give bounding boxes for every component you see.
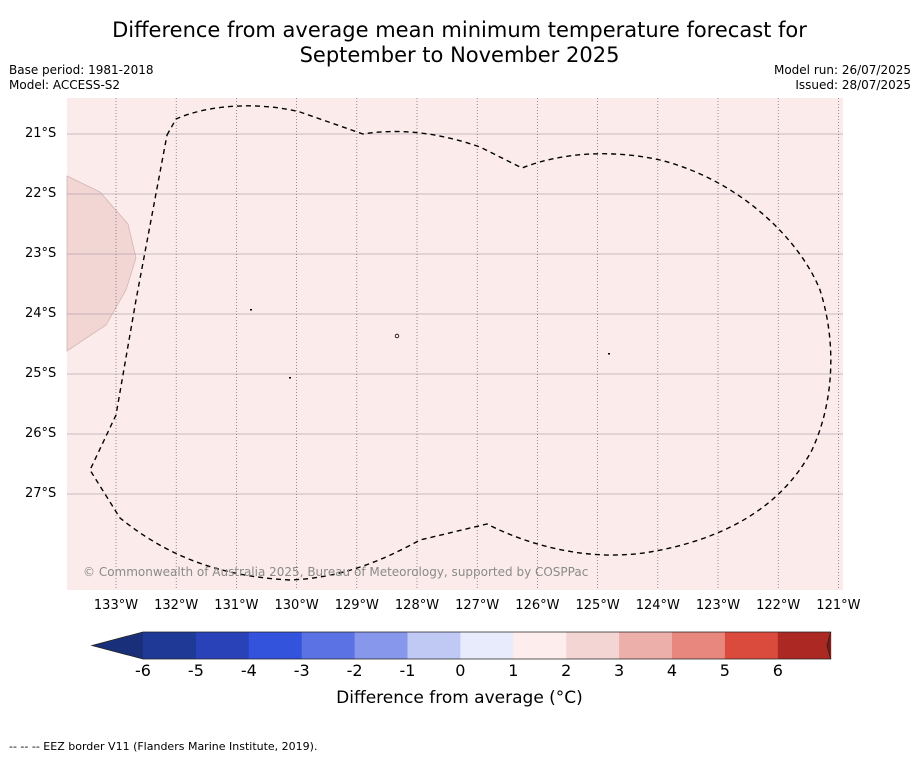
colorbar-tick-label: 4 (666, 661, 678, 680)
latitude-label: 24°S (25, 306, 57, 321)
eez-footnote: -- -- -- EEZ border V11 (Flanders Marine… (9, 740, 318, 753)
title-line-2: September to November 2025 (299, 43, 620, 67)
colorbar-tick-label: 5 (719, 661, 730, 680)
colorbar-tick-label: 2 (561, 661, 572, 680)
longitude-label: 133°W (93, 598, 139, 613)
colorbar-low-extension (92, 632, 143, 659)
longitude-label: 130°W (274, 598, 319, 613)
copyright-text: © Commonwealth of Australia 2025, Bureau… (83, 565, 589, 579)
colorbar-segment (195, 632, 250, 659)
colorbar-segment (777, 632, 832, 659)
latitude-label: 23°S (25, 246, 57, 261)
colorbar-tick-label: -2 (346, 661, 363, 680)
latitude-label: 22°S (25, 186, 57, 201)
colorbar-tick-label: 1 (508, 661, 519, 680)
model-run-text: Model run: 26/07/2025 (773, 63, 911, 77)
longitude-label: 126°W (515, 598, 560, 613)
issued-text: Issued: 28/07/2025 (795, 78, 911, 92)
model-text: Model: ACCESS-S2 (9, 78, 121, 92)
island-marker (608, 353, 610, 355)
colorbar (90, 631, 832, 660)
longitude-label: 131°W (214, 598, 259, 613)
colorbar-segment (248, 632, 303, 659)
colorbar-segment (619, 632, 673, 659)
colorbar-segment (407, 632, 461, 659)
colorbar-tick-label: -6 (135, 661, 151, 680)
colorbar-tick-label: 6 (772, 661, 783, 680)
longitude-label: 123°W (695, 598, 741, 613)
base-period-text: Base period: 1981-2018 (9, 63, 154, 77)
map-title: Difference from average mean minimum tem… (0, 18, 919, 68)
longitude-label: 129°W (334, 598, 379, 613)
colorbar-tick-label: -5 (187, 661, 204, 680)
colorbar-high-extension (827, 632, 831, 659)
islands (250, 309, 610, 379)
island-marker (289, 377, 291, 379)
longitude-label: 124°W (635, 598, 680, 613)
map-background (67, 98, 843, 590)
latitude-label: 26°S (25, 426, 57, 441)
colorbar-segment (354, 632, 408, 659)
latitude-label: 21°S (25, 126, 57, 141)
colorbar-segment (143, 632, 197, 659)
colorbar-outline (90, 631, 832, 660)
latitude-label: 27°S (25, 486, 57, 501)
colorbar-tick-label: -4 (240, 661, 257, 680)
warm-anomaly-patch (66, 175, 137, 352)
colorbar-tick-label: 3 (614, 661, 625, 680)
colorbar-segment (566, 632, 620, 659)
longitude-label: 127°W (455, 598, 500, 613)
island-marker (394, 333, 400, 339)
longitude-label: 122°W (756, 598, 801, 613)
colorbar-tick-label: -1 (399, 661, 416, 680)
colorbar-tick-label: 0 (455, 661, 466, 680)
graticule (67, 98, 843, 590)
longitude-label: 125°W (575, 598, 620, 613)
base-period-info: Base period: 1981-2018 Model: ACCESS-S2 (9, 63, 154, 93)
colorbar-tick-label: -3 (293, 661, 310, 680)
title-line-1: Difference from average mean minimum tem… (112, 18, 807, 42)
longitude-label: 132°W (154, 598, 199, 613)
longitude-label: 128°W (394, 598, 440, 613)
longitude-label: 121°W (816, 598, 861, 613)
latitude-label: 25°S (25, 366, 57, 381)
island-marker (250, 309, 252, 311)
colorbar-segment (460, 632, 514, 659)
colorbar-segment (301, 632, 356, 659)
colorbar-segment (672, 632, 726, 659)
colorbar-label: Difference from average (°C) (336, 688, 583, 708)
colorbar-segment (724, 632, 779, 659)
run-info: Model run: 26/07/2025 Issued: 28/07/2025 (774, 63, 911, 93)
colorbar-segment (513, 632, 567, 659)
eez-border (89, 105, 832, 581)
